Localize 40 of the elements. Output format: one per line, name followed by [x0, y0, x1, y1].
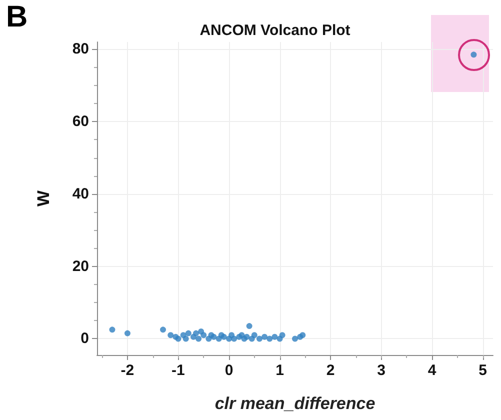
y-tick-label: 80: [72, 40, 89, 58]
y-tick-label: 20: [72, 258, 89, 275]
x-tick-label: 0: [224, 362, 234, 379]
point: [246, 323, 252, 330]
x-tick-label: -2: [120, 362, 134, 379]
y-axis-title: W: [34, 190, 53, 207]
point: [262, 334, 268, 340]
point: [175, 336, 182, 342]
point: [292, 336, 298, 342]
point: [244, 334, 250, 340]
text: B: [6, 0, 28, 34]
x-tick-label: 4: [428, 362, 437, 379]
point: [168, 332, 174, 338]
x-tick-label: 3: [377, 362, 386, 379]
point: [185, 330, 192, 336]
point: [210, 334, 217, 340]
point: [256, 336, 262, 342]
point: [266, 336, 273, 342]
y-tick-label: 60: [72, 113, 89, 130]
point: [124, 330, 130, 336]
point: [196, 336, 202, 342]
y-tick-label: 0: [80, 330, 89, 348]
point: [272, 334, 278, 340]
point: [200, 332, 207, 338]
x-tick-label: 2: [326, 362, 335, 379]
x-tick-label: 5: [478, 362, 488, 379]
x-tick-label: 1: [276, 362, 284, 379]
point: [109, 326, 116, 333]
point: [251, 332, 258, 338]
point: [220, 334, 227, 340]
x-axis-title: clr mean_difference: [214, 394, 376, 413]
point: [160, 326, 166, 333]
point: [231, 336, 238, 342]
point: [279, 332, 286, 338]
point: [300, 332, 306, 338]
chart-title: ANCOM Volcano Plot: [200, 22, 350, 39]
point: [182, 336, 189, 342]
x-tick-label: -1: [172, 362, 185, 379]
point: [193, 330, 199, 336]
y-tick-label: 40: [72, 185, 89, 202]
